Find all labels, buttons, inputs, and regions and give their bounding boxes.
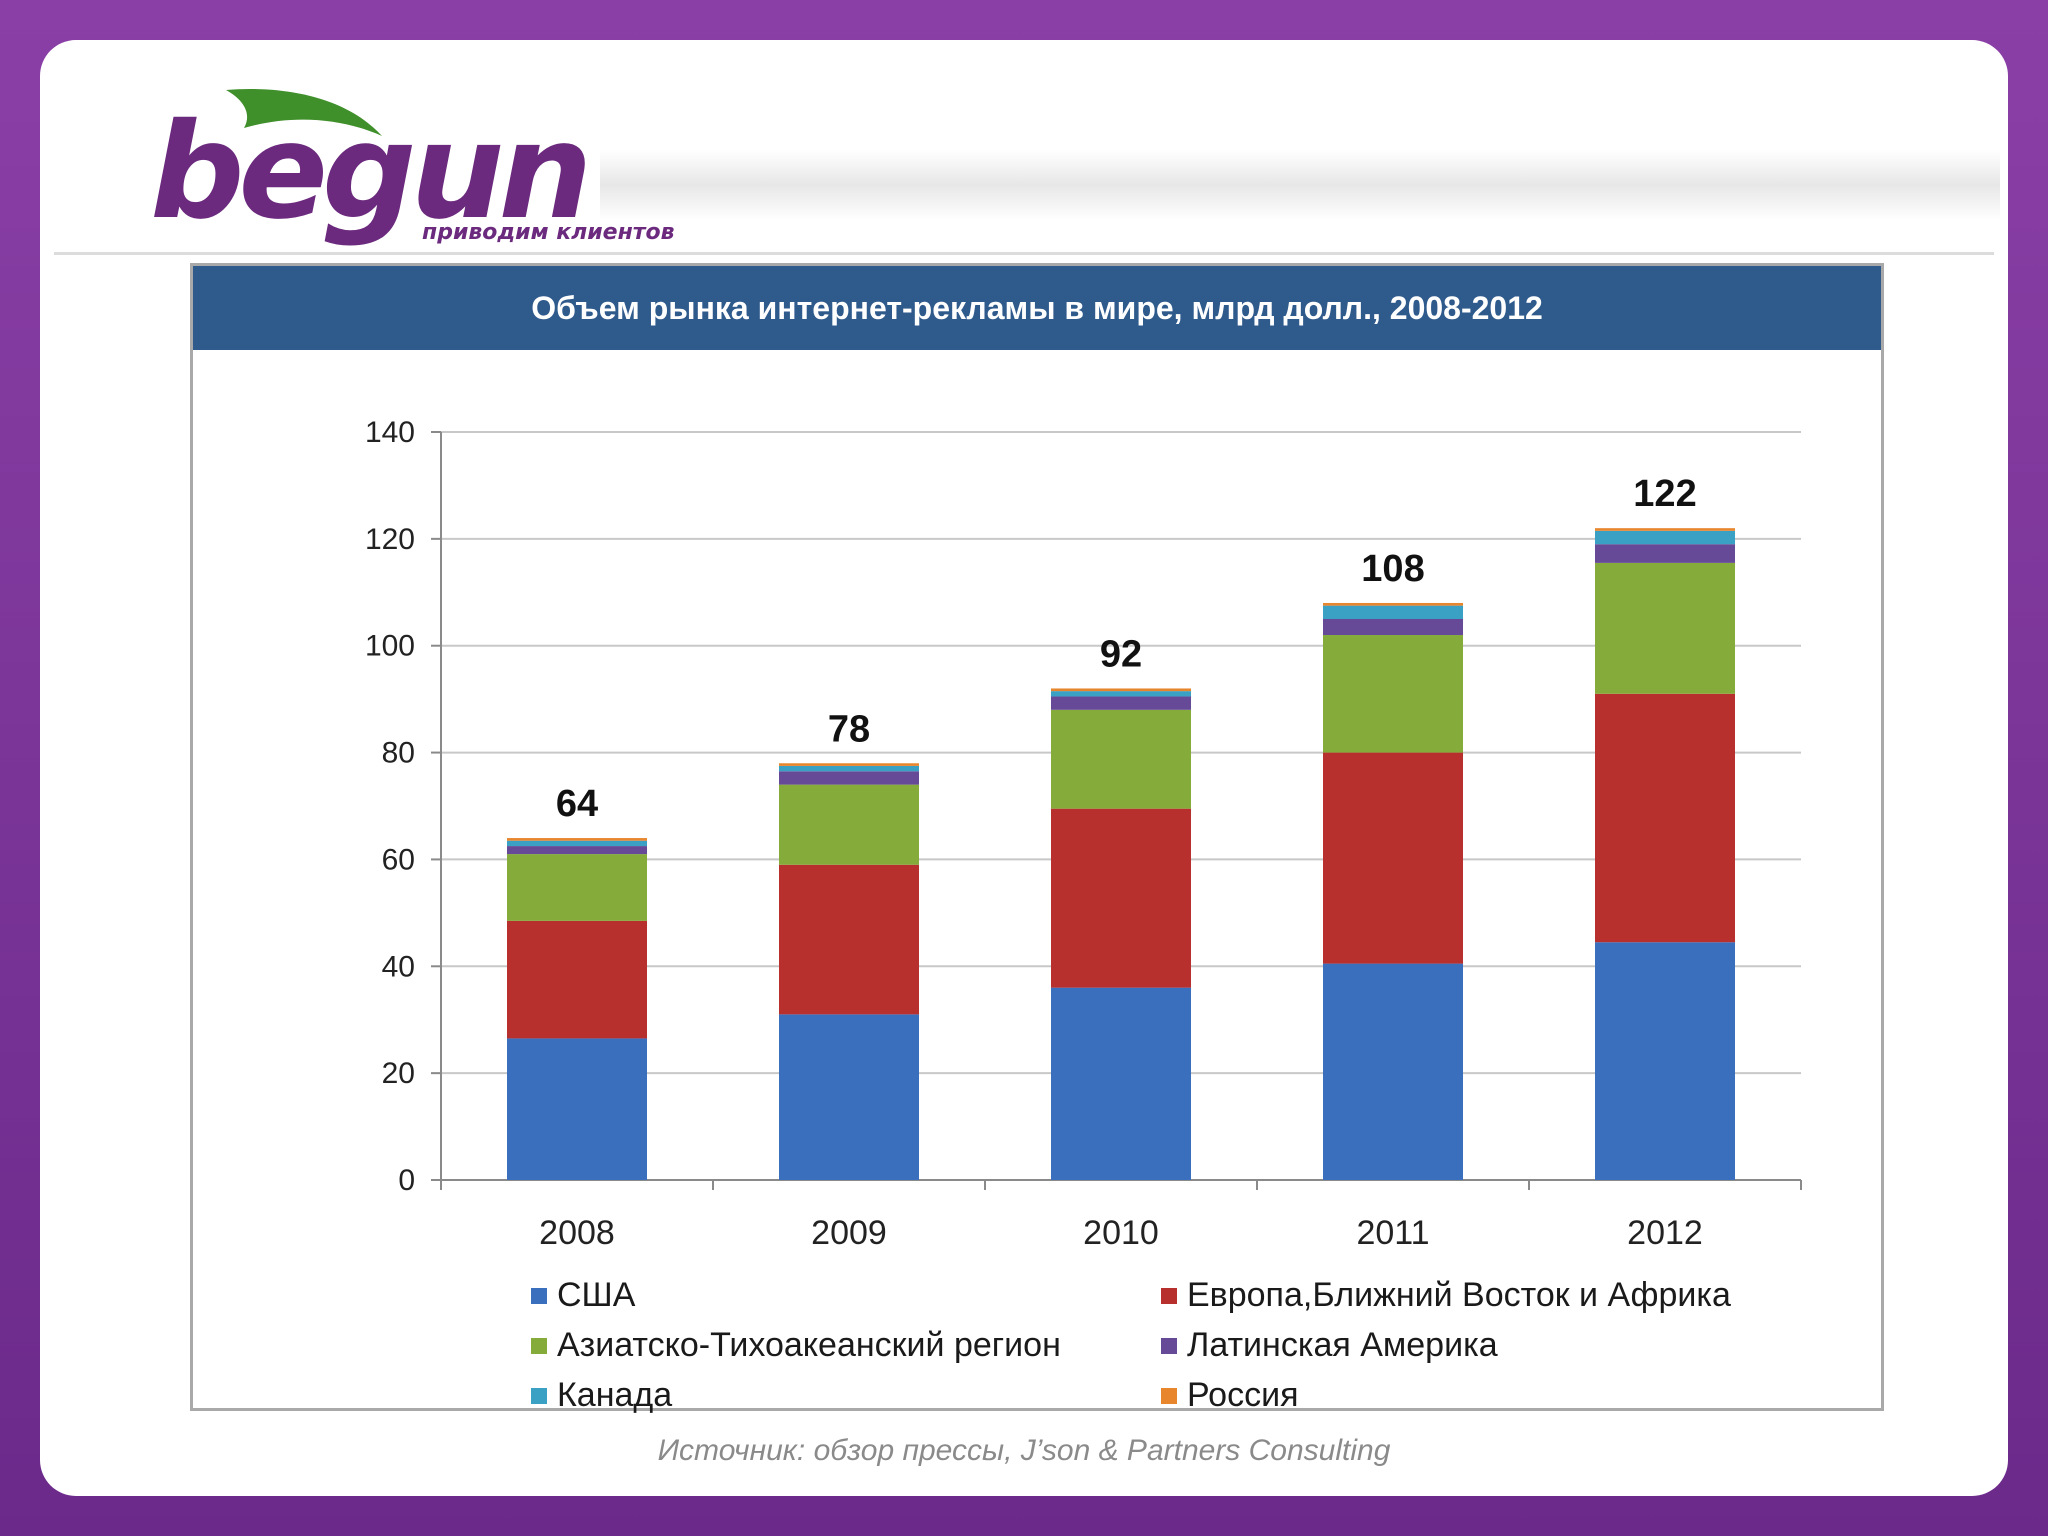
legend-item: Канада (531, 1376, 672, 1415)
x-tick-label: 2008 (539, 1214, 615, 1252)
begun-logo: begun приводим клиентов (150, 60, 710, 280)
bar-segment (507, 1038, 647, 1180)
bar-segment (1051, 709, 1191, 809)
chart-title-bar: Объем рынка интернет-рекламы в мире, млр… (193, 266, 1881, 350)
bar-segment (1595, 693, 1735, 943)
y-tick-label: 60 (382, 843, 415, 876)
bar-segment (1323, 635, 1463, 753)
bar-segment (1051, 696, 1191, 710)
x-tick-label: 2011 (1356, 1214, 1429, 1252)
bar-segment (1051, 808, 1191, 988)
bar-segment (507, 840, 647, 847)
legend-item: Россия (1161, 1376, 1299, 1415)
legend-swatch (1161, 1387, 1177, 1404)
bar-segment (1051, 691, 1191, 697)
bar-segment (1595, 528, 1735, 531)
bar-segment (779, 765, 919, 772)
logo-wordmark: begun (150, 95, 592, 249)
bar-segment (779, 784, 919, 865)
source-note: Источник: обзор прессы, J’son & Partners… (657, 1434, 1391, 1467)
total-label: 108 (1361, 548, 1424, 590)
bar-segment (779, 864, 919, 1015)
y-tick-label: 0 (398, 1164, 415, 1197)
chart-title: Объем рынка интернет-рекламы в мире, млр… (531, 289, 1543, 326)
bar-segment (1595, 942, 1735, 1180)
stacked-bar-chart: 0 20 40 60 80 100 120 140 64 2008 78 2009 92 2010 108 2… (365, 416, 1802, 1252)
legend-swatch (1161, 1337, 1177, 1354)
legend-swatch (531, 1387, 547, 1404)
total-label: 122 (1633, 473, 1696, 515)
header-divider (54, 252, 1994, 255)
legend-swatch (1161, 1287, 1177, 1304)
y-tick-label: 20 (382, 1057, 415, 1090)
legend-label: Россия (1187, 1376, 1299, 1414)
legend-label: Канада (557, 1376, 673, 1414)
slide: begun приводим клиентов Объем рынка инте… (40, 40, 2008, 1496)
legend-item: Азиатско-Тихоакеанский регион (531, 1326, 1061, 1365)
bar-segment (1595, 562, 1735, 694)
y-tick-label: 140 (365, 416, 415, 449)
bar-segment (1051, 987, 1191, 1180)
logo-tagline: приводим клиентов (422, 220, 675, 245)
bar-segment (1323, 602, 1463, 606)
x-tick-label: 2012 (1627, 1214, 1703, 1252)
bar-segment (507, 920, 647, 1039)
bar-segment (779, 1014, 919, 1180)
bar-segment (1323, 619, 1463, 636)
legend-label: Латинская Америка (1187, 1326, 1498, 1364)
header-band (600, 150, 2000, 220)
bar-segment (507, 854, 647, 921)
bar-segment (1595, 544, 1735, 563)
total-label: 64 (556, 783, 598, 825)
legend-item: Латинская Америка (1161, 1326, 1498, 1365)
x-tick-label: 2010 (1083, 1214, 1159, 1252)
legend-label: США (557, 1276, 636, 1314)
leaf-icon (226, 88, 382, 136)
y-tick-label: 100 (365, 630, 415, 663)
total-label: 78 (828, 708, 870, 750)
bar-segment (1323, 752, 1463, 964)
bar-segment (507, 838, 647, 841)
legend-label: Европа,Ближний Восток и Африка (1187, 1276, 1731, 1314)
bar-segment (1051, 688, 1191, 692)
bar-segment (1323, 605, 1463, 619)
x-tick-label: 2009 (811, 1214, 887, 1252)
legend-item: США (531, 1276, 635, 1315)
bar-segment (507, 846, 647, 855)
bar-segment (779, 763, 919, 766)
legend-swatch (531, 1287, 547, 1304)
y-tick-label: 120 (365, 523, 415, 556)
bar-segment (1323, 963, 1463, 1180)
y-tick-label: 40 (382, 950, 415, 983)
legend-swatch (531, 1337, 547, 1354)
bar-segment (1595, 530, 1735, 545)
y-tick-label: 80 (382, 737, 415, 770)
legend-label: Азиатско-Тихоакеанский регион (557, 1326, 1061, 1364)
bar-segment (779, 771, 919, 785)
legend-item: Европа,Ближний Восток и Африка (1161, 1276, 1731, 1315)
total-label: 92 (1100, 633, 1142, 675)
chart-box: Объем рынка интернет-рекламы в мире, млр… (190, 263, 1884, 1414)
